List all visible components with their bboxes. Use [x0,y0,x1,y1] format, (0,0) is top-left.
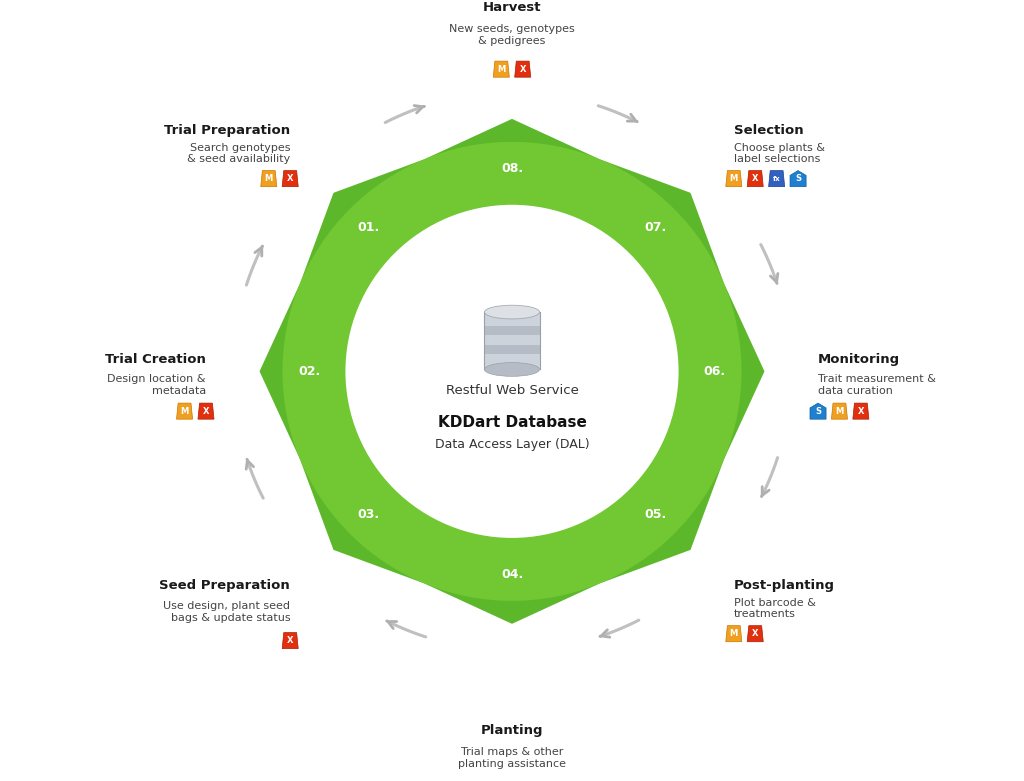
Text: 06.: 06. [703,365,726,378]
Text: X: X [858,407,864,415]
Text: Plot barcode &
treatments: Plot barcode & treatments [734,597,816,619]
Polygon shape [198,403,214,419]
Polygon shape [259,119,765,624]
Polygon shape [515,61,530,77]
Bar [484,326,540,334]
Bar [484,345,540,354]
Text: 02.: 02. [298,365,321,378]
Polygon shape [853,403,869,419]
Polygon shape [515,776,530,781]
Polygon shape [283,633,298,648]
Text: 04.: 04. [501,568,523,580]
Text: X: X [287,174,294,183]
Text: M: M [730,629,738,638]
Polygon shape [494,61,509,77]
Text: Monitoring: Monitoring [818,353,900,366]
Text: 08.: 08. [501,162,523,175]
Ellipse shape [484,305,540,319]
Text: M: M [180,407,188,415]
Text: Seed Preparation: Seed Preparation [160,579,290,592]
Text: X: X [519,780,526,781]
Polygon shape [810,403,826,419]
Ellipse shape [484,362,540,376]
Text: Post-planting: Post-planting [734,579,835,592]
Text: S: S [795,174,801,183]
Circle shape [283,142,741,601]
Text: M: M [730,174,738,183]
Text: KDDart Database: KDDart Database [437,415,587,430]
Text: X: X [519,65,526,73]
Text: S: S [815,407,821,415]
Circle shape [344,203,680,540]
Text: Choose plants &
label selections: Choose plants & label selections [734,143,824,164]
Polygon shape [748,170,763,187]
Text: M: M [264,174,273,183]
Text: Trait measurement &
data curation: Trait measurement & data curation [818,374,936,396]
Text: X: X [752,174,759,183]
Text: Planting: Planting [480,725,544,737]
Text: X: X [287,636,294,645]
Text: X: X [203,407,209,415]
Text: 01.: 01. [357,222,380,234]
Text: 05.: 05. [644,508,667,521]
Polygon shape [726,170,741,187]
Polygon shape [791,170,806,187]
Text: Trial Preparation: Trial Preparation [164,124,290,137]
Text: Restful Web Service: Restful Web Service [445,384,579,398]
Text: Selection: Selection [734,124,804,137]
Text: Use design, plant seed
bags & update status: Use design, plant seed bags & update sta… [163,601,290,623]
Text: M: M [498,65,506,73]
Text: New seeds, genotypes
& pedigrees: New seeds, genotypes & pedigrees [450,24,574,45]
Polygon shape [176,403,193,419]
Text: M: M [498,780,506,781]
Polygon shape [769,170,784,187]
Polygon shape [283,170,298,187]
Bar [484,312,540,369]
Polygon shape [726,626,741,642]
Text: Design location &
metadata: Design location & metadata [108,374,206,396]
Polygon shape [261,170,276,187]
Text: Trial maps & other
planting assistance: Trial maps & other planting assistance [458,747,566,769]
Polygon shape [748,626,763,642]
Text: Trial Creation: Trial Creation [105,353,206,366]
Text: 07.: 07. [644,222,667,234]
Text: 03.: 03. [357,508,380,521]
Polygon shape [831,403,848,419]
Text: Search genotypes
& seed availability: Search genotypes & seed availability [187,143,290,164]
Text: M: M [836,407,844,415]
Text: Data Access Layer (DAL): Data Access Layer (DAL) [434,438,590,451]
Text: X: X [752,629,759,638]
Text: fx: fx [773,176,780,182]
Text: Harvest: Harvest [482,2,542,15]
Polygon shape [494,776,509,781]
